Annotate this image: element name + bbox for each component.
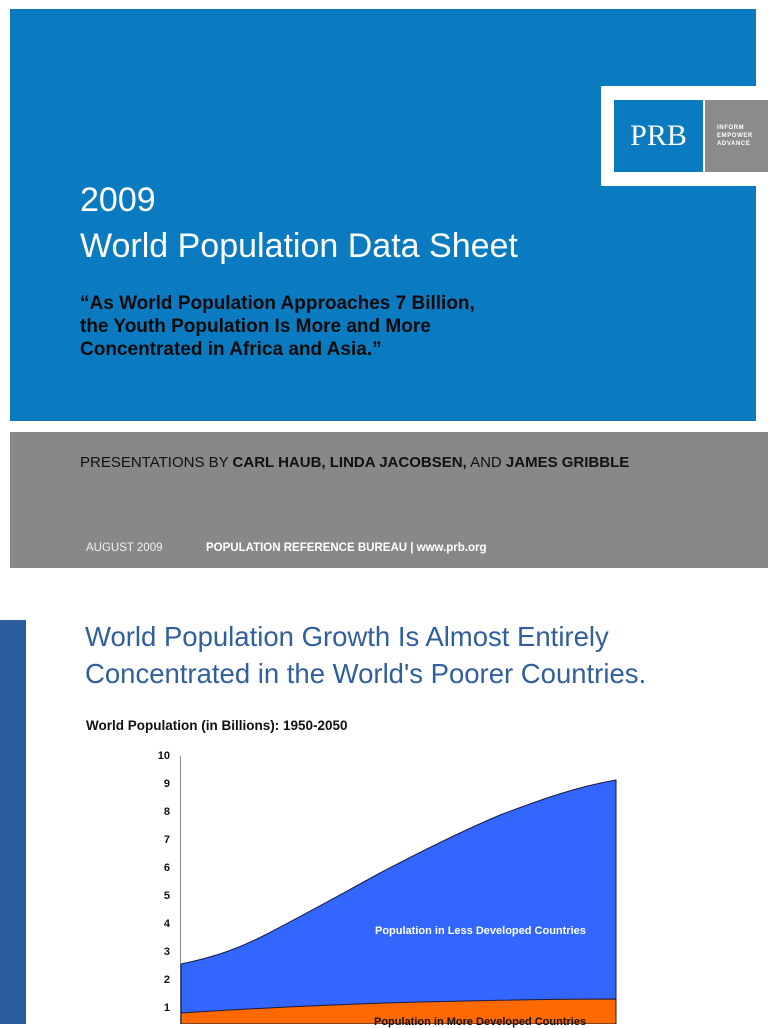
prb-logo: PRB INFORM EMPOWER ADVANCE — [601, 86, 768, 186]
series-label-less-developed: Population in Less Developed Countries — [375, 925, 586, 937]
y-tick-1: 1 — [163, 1002, 170, 1014]
quote-line: the Youth Population Is More and More — [80, 316, 431, 337]
y-tick-4: 4 — [163, 918, 170, 930]
quote-line: Concentrated in Africa and Asia.” — [80, 339, 382, 360]
slide-title: World Population Data Sheet — [80, 227, 518, 265]
tagline-advance: ADVANCE — [717, 141, 751, 147]
slide-accent-bar — [0, 620, 26, 1024]
slide-year: 2009 — [80, 181, 156, 219]
quote-line: “As World Population Approaches 7 Billio… — [80, 293, 475, 314]
presenters-joiner: AND — [466, 454, 506, 471]
presenter-names-1: CARL HAUB, LINDA JACOBSEN, — [232, 454, 467, 471]
presenter-names-2: JAMES GRIBBLE — [505, 454, 630, 471]
presenters-line: PRESENTATIONS BY CARL HAUB, LINDA JACOBS… — [80, 454, 629, 471]
y-tick-5: 5 — [163, 890, 170, 902]
title-slide-banner — [10, 9, 756, 421]
y-tick-6: 6 — [163, 862, 170, 874]
slide2-title-line: World Population Growth Is Almost Entire… — [85, 621, 609, 652]
presenters-prefix: PRESENTATIONS BY — [80, 454, 233, 471]
area-more-developed — [180, 998, 617, 1024]
slide2-title: World Population Growth Is Almost Entire… — [85, 618, 646, 692]
y-tick-9: 9 — [163, 778, 170, 790]
presenters-band — [10, 432, 768, 568]
slide-quote: “As World Population Approaches 7 Billio… — [80, 292, 475, 361]
footer-date: AUGUST 2009 — [86, 542, 163, 554]
area-less-developed — [180, 779, 617, 1024]
prb-logo-mark: PRB — [614, 100, 703, 172]
y-tick-8: 8 — [163, 806, 170, 818]
y-tick-10: 10 — [157, 750, 170, 762]
series-label-more-developed: Population in More Developed Countries — [374, 1016, 587, 1028]
chart-title: World Population (in Billions): 1950-205… — [86, 718, 348, 733]
footer-organization: POPULATION REFERENCE BUREAU | www.prb.or… — [206, 542, 487, 554]
tagline-empower: EMPOWER — [717, 133, 753, 139]
slide2-title-line: Concentrated in the World's Poorer Count… — [85, 658, 647, 689]
prb-logo-tagline: INFORM EMPOWER ADVANCE — [705, 100, 768, 172]
y-tick-7: 7 — [163, 834, 170, 846]
tagline-inform: INFORM — [717, 125, 745, 131]
y-tick-2: 2 — [163, 974, 170, 986]
y-tick-3: 3 — [163, 946, 170, 958]
